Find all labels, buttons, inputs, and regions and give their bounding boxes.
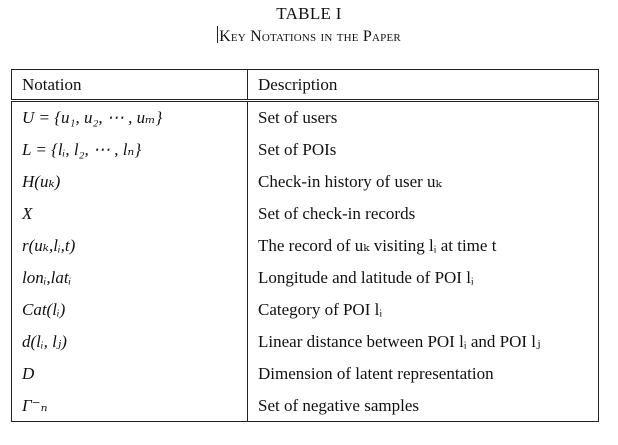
notation-cell: r(uₖ,lᵢ,t) xyxy=(11,230,248,262)
table-row: X Set of check-in records xyxy=(11,198,599,230)
table-row: H(uₖ) Check-in history of user uₖ xyxy=(11,166,599,198)
notation-cell: Cat(lᵢ) xyxy=(11,294,248,326)
description-cell: Check-in history of user uₖ xyxy=(247,166,599,198)
notation-cell: D xyxy=(11,358,248,390)
notation-table: Notation Description U = {u₁, u₂, ⋯ , uₘ… xyxy=(11,69,599,422)
notation-cell: lonᵢ,latᵢ xyxy=(11,262,248,294)
description-cell: Set of POIs xyxy=(247,134,599,166)
table-title-line: Key Notations in the Paper xyxy=(0,26,618,46)
notation-cell: X xyxy=(11,198,248,230)
header-row: Notation Description xyxy=(11,69,599,101)
table-row: r(uₖ,lᵢ,t) The record of uₖ visiting lᵢ … xyxy=(11,230,599,262)
table-row: D Dimension of latent representation xyxy=(11,358,599,390)
notation-cell: U = {u₁, u₂, ⋯ , uₘ} xyxy=(11,99,248,134)
description-cell: Set of users xyxy=(247,99,599,134)
description-cell: Linear distance between POI lᵢ and POI l… xyxy=(247,326,599,358)
description-cell: Set of check-in records xyxy=(247,198,599,230)
table-label: TABLE I xyxy=(276,4,342,23)
notation-cell: Γ⁻ₙ xyxy=(11,390,248,422)
table-row: lonᵢ,latᵢ Longitude and latitude of POI … xyxy=(11,262,599,294)
table-row: d(lᵢ, lⱼ) Linear distance between POI lᵢ… xyxy=(11,326,599,358)
table-row: Cat(lᵢ) Category of POI lᵢ xyxy=(11,294,599,326)
text-cursor xyxy=(217,26,219,43)
table-row: U = {u₁, u₂, ⋯ , uₘ} Set of users xyxy=(11,99,599,134)
notation-cell: d(lᵢ, lⱼ) xyxy=(11,326,248,358)
description-cell: Category of POI lᵢ xyxy=(247,294,599,326)
description-cell: Dimension of latent representation xyxy=(247,358,599,390)
table-title: Key Notations in the Paper xyxy=(219,28,401,45)
table-row: L = {lᵢ, l₂, ⋯ , lₙ} Set of POIs xyxy=(11,134,599,166)
description-cell: The record of uₖ visiting lᵢ at time t xyxy=(247,230,599,262)
table-row: Γ⁻ₙ Set of negative samples xyxy=(11,390,599,422)
notation-cell: H(uₖ) xyxy=(11,166,248,198)
description-cell: Longitude and latitude of POI lᵢ xyxy=(247,262,599,294)
notation-cell: L = {lᵢ, l₂, ⋯ , lₙ} xyxy=(11,134,248,166)
column-header-description: Description xyxy=(247,69,599,101)
description-cell: Set of negative samples xyxy=(247,390,599,422)
column-header-notation: Notation xyxy=(11,69,248,101)
